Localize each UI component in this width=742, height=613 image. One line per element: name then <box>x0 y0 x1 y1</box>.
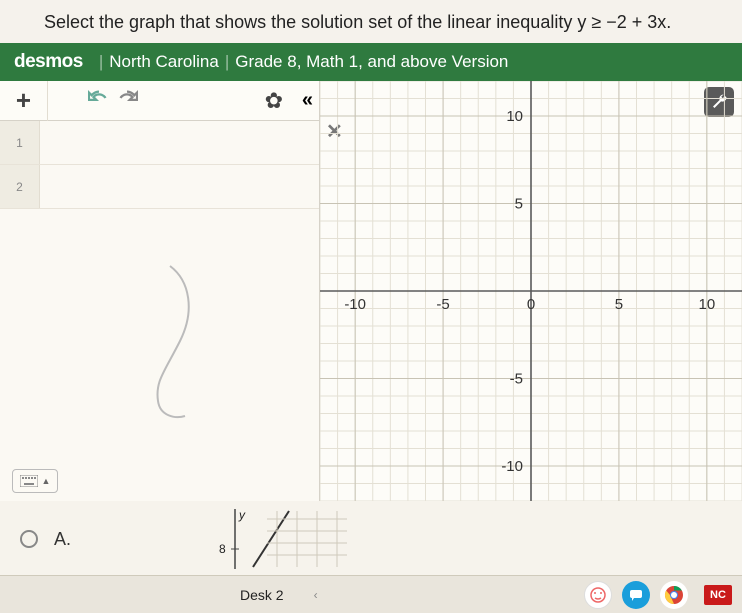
chat-icon <box>629 588 643 602</box>
svg-text:-5: -5 <box>436 296 449 313</box>
add-expression-button[interactable]: + <box>0 81 48 121</box>
question-text: Select the graph that shows the solution… <box>0 0 742 43</box>
taskbar-app-icon[interactable] <box>584 581 612 609</box>
divider: | <box>99 52 103 72</box>
divider: | <box>225 52 229 72</box>
taskbar-app-icon[interactable] <box>622 581 650 609</box>
graph-panel[interactable]: ✕ -10-50510-10-5510 <box>320 81 742 501</box>
version-label: Grade 8, Math 1, and above Version <box>235 52 508 72</box>
svg-text:5: 5 <box>615 296 623 313</box>
app-header: desmos | North Carolina | Grade 8, Math … <box>0 43 742 81</box>
taskbar-chrome-icon[interactable] <box>660 581 688 609</box>
option-a-label: A. <box>54 529 71 550</box>
option-a-radio[interactable] <box>20 530 38 548</box>
option-a-thumbnail: y 8 <box>207 509 347 569</box>
svg-text:-10: -10 <box>344 296 366 313</box>
svg-text:-10: -10 <box>501 458 523 475</box>
coordinate-grid: -10 -5 0 5 10 -10 -5 5 10 <box>320 81 742 501</box>
region-label: North Carolina <box>109 52 219 72</box>
mini-tick-label: 8 <box>219 542 226 556</box>
svg-text:5: 5 <box>515 196 523 213</box>
expression-row[interactable]: 2 <box>0 165 319 209</box>
taskbar-nav-arrow[interactable]: ‹ <box>314 588 318 602</box>
main-area: + ✿ « 1 2 <box>0 81 742 501</box>
collapse-panel-button[interactable]: « <box>302 89 313 112</box>
undo-button[interactable] <box>88 87 110 114</box>
taskbar-desk-label[interactable]: Desk 2 <box>240 587 284 603</box>
nc-badge[interactable]: NC <box>704 585 732 605</box>
desmos-logo: desmos <box>14 51 83 73</box>
chrome-icon <box>664 585 684 605</box>
mini-y-label: y <box>238 509 246 522</box>
expression-panel: + ✿ « 1 2 <box>0 81 320 501</box>
expression-toolbar: + ✿ « <box>0 81 319 121</box>
settings-button[interactable]: ✿ <box>250 81 298 121</box>
answer-option-row: A. y 8 <box>0 501 742 577</box>
svg-text:-5: -5 <box>510 371 523 388</box>
svg-text:10: 10 <box>506 108 523 125</box>
expression-row[interactable]: 1 <box>0 121 319 165</box>
taskbar: Desk 2 ‹ NC <box>0 575 742 613</box>
svg-text:10: 10 <box>698 296 715 313</box>
expression-input[interactable] <box>40 121 319 164</box>
face-icon <box>589 586 607 604</box>
keyboard-icon <box>20 475 38 487</box>
expression-input[interactable] <box>40 165 319 208</box>
scribble-decoration <box>140 261 230 421</box>
keyboard-toggle-button[interactable]: ▲ <box>12 469 58 493</box>
expression-index: 1 <box>0 121 40 164</box>
redo-button[interactable] <box>116 87 138 114</box>
chevron-up-icon: ▲ <box>42 476 51 486</box>
expression-index: 2 <box>0 165 40 208</box>
svg-text:0: 0 <box>527 296 535 313</box>
